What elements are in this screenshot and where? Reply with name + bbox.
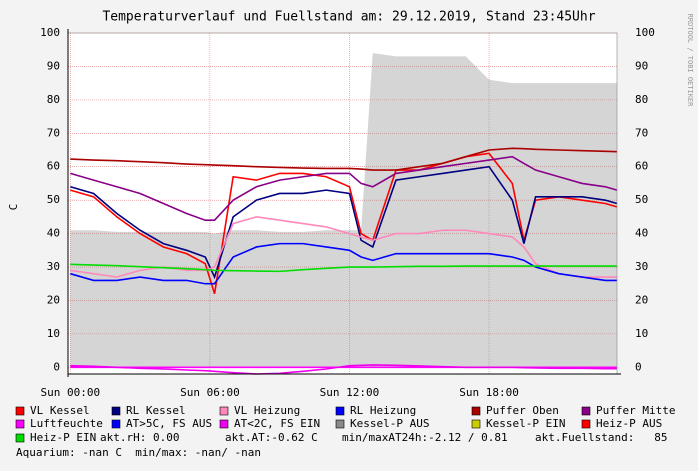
legend-label: RL Heizung bbox=[350, 404, 416, 417]
y2-tick-label: 30 bbox=[635, 260, 648, 273]
y-tick-label: 10 bbox=[47, 327, 60, 340]
line bbox=[70, 364, 617, 375]
footer-text: akt.rH: 0.00 bbox=[100, 431, 179, 444]
legend-swatch bbox=[219, 406, 229, 416]
y-tick-label: 30 bbox=[47, 260, 60, 273]
y2-tick-label: 50 bbox=[635, 193, 648, 206]
legend-swatch bbox=[335, 406, 345, 416]
x-tick-label: Sun 06:00 bbox=[180, 386, 240, 399]
line bbox=[70, 155, 618, 222]
y-tick-label: 40 bbox=[47, 227, 60, 240]
legend-swatch bbox=[471, 419, 481, 429]
y-tick-label: 50 bbox=[47, 193, 60, 206]
legend-swatch bbox=[335, 419, 345, 429]
y-tick-label: 70 bbox=[47, 126, 60, 139]
y-tick-label: 0 bbox=[53, 360, 60, 373]
x-tick-label: Sun 18:00 bbox=[459, 386, 519, 399]
x-tick-label: Sun 12:00 bbox=[320, 386, 380, 399]
plot-area bbox=[68, 33, 617, 374]
legend-label: VL Kessel bbox=[30, 404, 90, 417]
legend-label: Luftfeuchte bbox=[30, 417, 103, 430]
x-tick-label: Sun 00:00 bbox=[41, 386, 101, 399]
footer-text: akt.Fuellstand: 85 bbox=[535, 431, 667, 444]
legend-label: RL Kessel bbox=[126, 404, 186, 417]
y2-tick-label: 70 bbox=[635, 126, 648, 139]
chart-title: Temperaturverlauf und Fuellstand am: 29.… bbox=[102, 10, 595, 25]
y-tick-label: 90 bbox=[47, 59, 60, 72]
y2-tick-label: 20 bbox=[635, 293, 648, 306]
y2-tick-label: 100 bbox=[635, 26, 655, 39]
y-tick-label: 80 bbox=[47, 93, 60, 106]
y2-tick-label: 90 bbox=[635, 59, 648, 72]
line bbox=[70, 147, 618, 171]
y-tick-label: 60 bbox=[47, 160, 60, 173]
footer-text: Aquarium: -nan C min/max: -nan/ -nan bbox=[16, 446, 261, 459]
legend-label: Kessel-P EIN bbox=[486, 417, 565, 430]
legend-swatch bbox=[15, 419, 25, 429]
legend-label: AT<2C, FS EIN bbox=[234, 417, 320, 430]
footer-text: min/maxAT24h:-2.12 / 0.81 bbox=[342, 431, 508, 444]
legend-swatch bbox=[15, 433, 25, 443]
y-tick-label: 20 bbox=[47, 293, 60, 306]
y2-tick-label: 60 bbox=[635, 160, 648, 173]
legend-label: Heiz-P AUS bbox=[596, 417, 662, 430]
y2-tick-label: 80 bbox=[635, 93, 648, 106]
y-tick-label: 100 bbox=[40, 26, 60, 39]
y-axis-label: C bbox=[7, 204, 20, 211]
legend-swatch bbox=[219, 419, 229, 429]
legend-swatch bbox=[15, 406, 25, 416]
legend-label: Puffer Mitte bbox=[596, 404, 675, 417]
legend-swatch bbox=[111, 406, 121, 416]
legend-swatch bbox=[471, 406, 481, 416]
legend-swatch bbox=[111, 419, 121, 429]
area bbox=[70, 53, 617, 368]
legend-swatch bbox=[581, 419, 591, 429]
y2-tick-label: 10 bbox=[635, 327, 648, 340]
legend-label: Kessel-P AUS bbox=[350, 417, 429, 430]
line bbox=[70, 263, 617, 273]
line bbox=[70, 165, 618, 280]
legend-label: VL Heizung bbox=[234, 404, 300, 417]
legend-label: AT>5C, FS AUS bbox=[126, 417, 212, 430]
y2-tick-label: 0 bbox=[635, 360, 642, 373]
line bbox=[70, 242, 617, 285]
legend-swatch bbox=[581, 406, 591, 416]
watermark: RRDTOOL / TOBI OETIKER bbox=[686, 14, 694, 108]
legend-label: Puffer Oben bbox=[486, 404, 559, 417]
legend-label: Heiz-P EIN bbox=[30, 431, 96, 444]
footer-text: akt.AT:-0.62 C bbox=[225, 431, 318, 444]
y2-tick-label: 40 bbox=[635, 227, 648, 240]
